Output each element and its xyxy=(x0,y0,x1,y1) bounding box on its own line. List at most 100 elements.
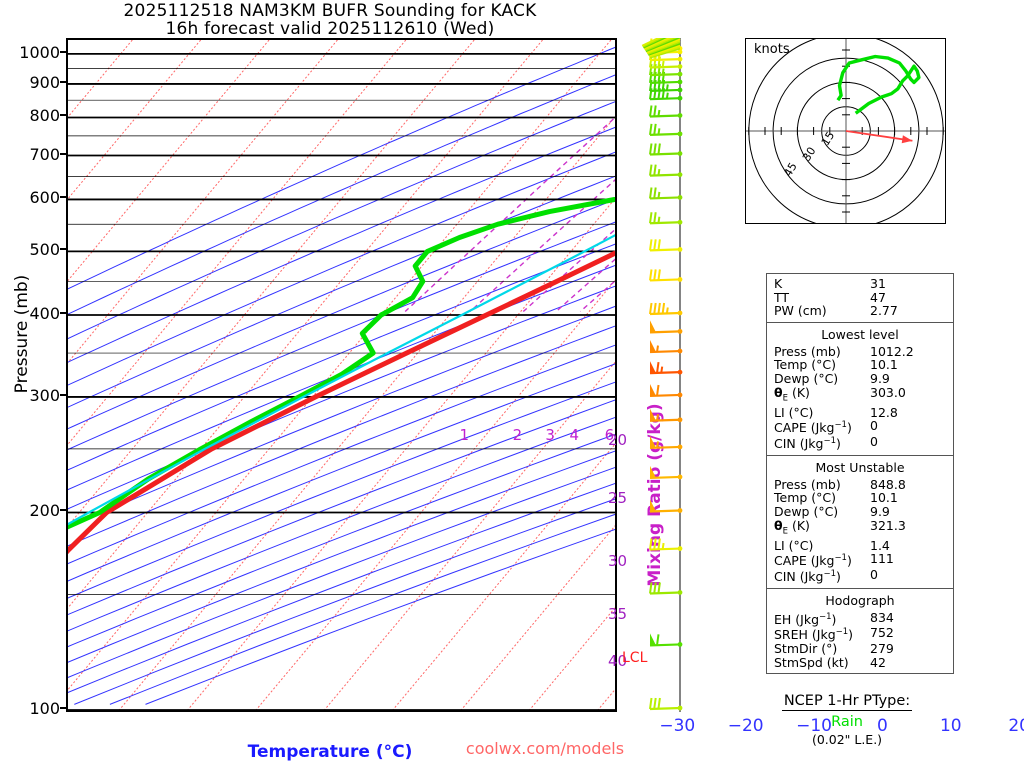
pressure-tick-label: 700 xyxy=(29,144,60,164)
pressure-tick xyxy=(60,248,67,251)
pressure-tick xyxy=(60,509,67,512)
stats-row-key: StmDir (°) xyxy=(774,641,838,657)
pressure-tick-label: 900 xyxy=(29,72,60,92)
wind-barb xyxy=(649,633,683,647)
stats-row-value: 111 xyxy=(870,551,894,567)
statistics-panel: K 31 TT 47 PW (cm) 2.77 Lowest level Press (m… xyxy=(766,273,954,675)
storm-motion-vector xyxy=(845,130,913,142)
wind-barb xyxy=(649,361,683,375)
pressure-tick-label: 600 xyxy=(29,188,60,208)
mixing-ratio-top-label: 4 xyxy=(569,426,580,444)
temperature-tick-label: 20 xyxy=(1008,716,1024,736)
stats-row: Dewp (°C) 9.9 xyxy=(767,505,953,519)
hodograph-ring-label: 45 xyxy=(781,160,799,179)
pressure-tick-label: 1000 xyxy=(19,42,60,62)
wind-barb xyxy=(649,582,683,595)
pressure-tick xyxy=(60,311,67,314)
wind-barb xyxy=(649,697,683,711)
hodograph-ring-label: 30 xyxy=(800,145,818,164)
stats-row: CIN (Jkg−1) 0 xyxy=(767,435,953,451)
mixing-ratio-top-label: 3 xyxy=(545,426,555,444)
skewt-svg xyxy=(68,40,615,710)
stats-row-key: LI (°C) xyxy=(774,404,814,420)
wind-barb xyxy=(649,302,683,316)
stats-row: StmSpd (kt) 42 xyxy=(767,656,953,670)
stats-row-value: 2.77 xyxy=(870,303,898,319)
wind-barb xyxy=(649,269,683,282)
stats-row-key: SREH (Jkg−1) xyxy=(774,627,854,643)
mixing-ratio-top-label: 6 xyxy=(604,426,615,444)
stats-row-value: 0 xyxy=(870,418,878,434)
stats-row: θE (K) 303.0 xyxy=(767,384,953,406)
pressure-tick xyxy=(60,80,67,83)
stats-lowest-level-block: Lowest level Press (mb) 1012.2 Temp (°C) 10… xyxy=(767,323,953,456)
stats-row-key: Temp (°C) xyxy=(774,490,837,506)
wind-barb xyxy=(649,465,683,480)
pressure-tick xyxy=(60,152,67,155)
stats-row-key: θE (K) xyxy=(774,517,810,537)
stats-row: CAPE (Jkg−1) 0 xyxy=(767,419,953,435)
wind-barb xyxy=(649,239,683,252)
stats-row-value: 31 xyxy=(870,276,886,291)
stats-row-key: K xyxy=(774,276,783,291)
stats-row-value: 42 xyxy=(870,654,886,670)
wind-barb xyxy=(649,499,683,513)
stats-row-key: EH (Jkg−1) xyxy=(774,611,837,627)
stats-row: SREH (Jkg−1) 752 xyxy=(767,626,953,642)
temperature-tick-label: −20 xyxy=(727,716,764,736)
stats-row-key: CAPE (Jkg−1) xyxy=(774,553,852,569)
stats-row: CAPE (Jkg−1) 111 xyxy=(767,552,953,568)
stats-row: LI (°C) 12.8 xyxy=(767,406,953,420)
temperature-tick-label: 0 xyxy=(876,716,888,736)
wind-barb xyxy=(649,212,683,225)
stats-hodograph-header: Hodograph xyxy=(825,592,895,608)
wind-barb-column xyxy=(640,26,706,712)
pressure-tick-label: 100 xyxy=(29,699,60,718)
stats-row-value: 848.8 xyxy=(870,476,906,492)
temperature-tick-label: −10 xyxy=(796,716,832,736)
stats-row-value: 321.3 xyxy=(870,517,906,533)
stats-row-value: 9.9 xyxy=(870,503,890,519)
pressure-tick xyxy=(60,393,67,396)
mixing-ratio-right-label: 30 xyxy=(608,552,628,570)
hodograph-panel: 15 30 45 knots xyxy=(745,33,946,229)
ptype-amount: (0.02" L.E.) xyxy=(811,732,883,747)
ptype-panel: NCEP 1-Hr PType: Rain (0.02" L.E.) xyxy=(742,690,952,747)
pressure-tick-label: 500 xyxy=(29,240,60,260)
stats-row-value: 10.1 xyxy=(870,490,898,506)
pressure-tick-label: 400 xyxy=(29,303,60,323)
wind-barb xyxy=(649,105,683,118)
stats-row-key: CIN (Jkg−1) xyxy=(774,568,841,585)
stats-row-key: CAPE (Jkg−1) xyxy=(774,420,852,436)
temperature-tick-label: 10 xyxy=(939,716,962,736)
stats-row-value: 10.1 xyxy=(870,357,898,373)
stats-row-value: 1012.2 xyxy=(870,343,914,359)
stats-row-key: Dewp (°C) xyxy=(774,370,839,386)
chart-title-line2: 16h forecast valid 2025112610 (Wed) xyxy=(165,19,495,39)
stats-indices-block: K 31 TT 47 PW (cm) 2.77 xyxy=(767,274,953,323)
stats-row-key: TT xyxy=(774,289,790,305)
wind-barb xyxy=(649,408,683,423)
pressure-tick xyxy=(60,707,67,709)
chart-title-line1: 2025112518 NAM3KM BUFR Sounding for KACK xyxy=(123,1,537,21)
stats-row-value: 9.9 xyxy=(870,370,890,386)
stats-row-value: 834 xyxy=(870,609,894,625)
mixing-ratio-top-label: 2 xyxy=(512,426,523,444)
pressure-tick xyxy=(60,50,67,53)
wind-barb xyxy=(649,143,683,156)
stats-row-key: PW (cm) xyxy=(774,303,827,319)
wind-barb-svg xyxy=(641,26,683,712)
stats-row: TT 47 xyxy=(767,289,953,305)
pressure-tick-label: 300 xyxy=(29,385,60,405)
wind-barb xyxy=(649,383,683,398)
stats-row-value: 752 xyxy=(870,625,894,641)
stats-row: EH (Jkg−1) 834 xyxy=(767,611,953,627)
wind-barb xyxy=(649,164,683,178)
ptype-value: Rain xyxy=(831,714,863,730)
stats-row: StmDir (°) 279 xyxy=(767,642,953,656)
stats-most-unstable-block: Most Unstable Press (mb) 848.8 Temp (°C) 10… xyxy=(767,456,953,589)
stats-row-value: 303.0 xyxy=(870,384,906,400)
temperature-tick-label: −30 xyxy=(659,716,696,736)
stats-row: Temp (°C) 10.1 xyxy=(767,491,953,505)
